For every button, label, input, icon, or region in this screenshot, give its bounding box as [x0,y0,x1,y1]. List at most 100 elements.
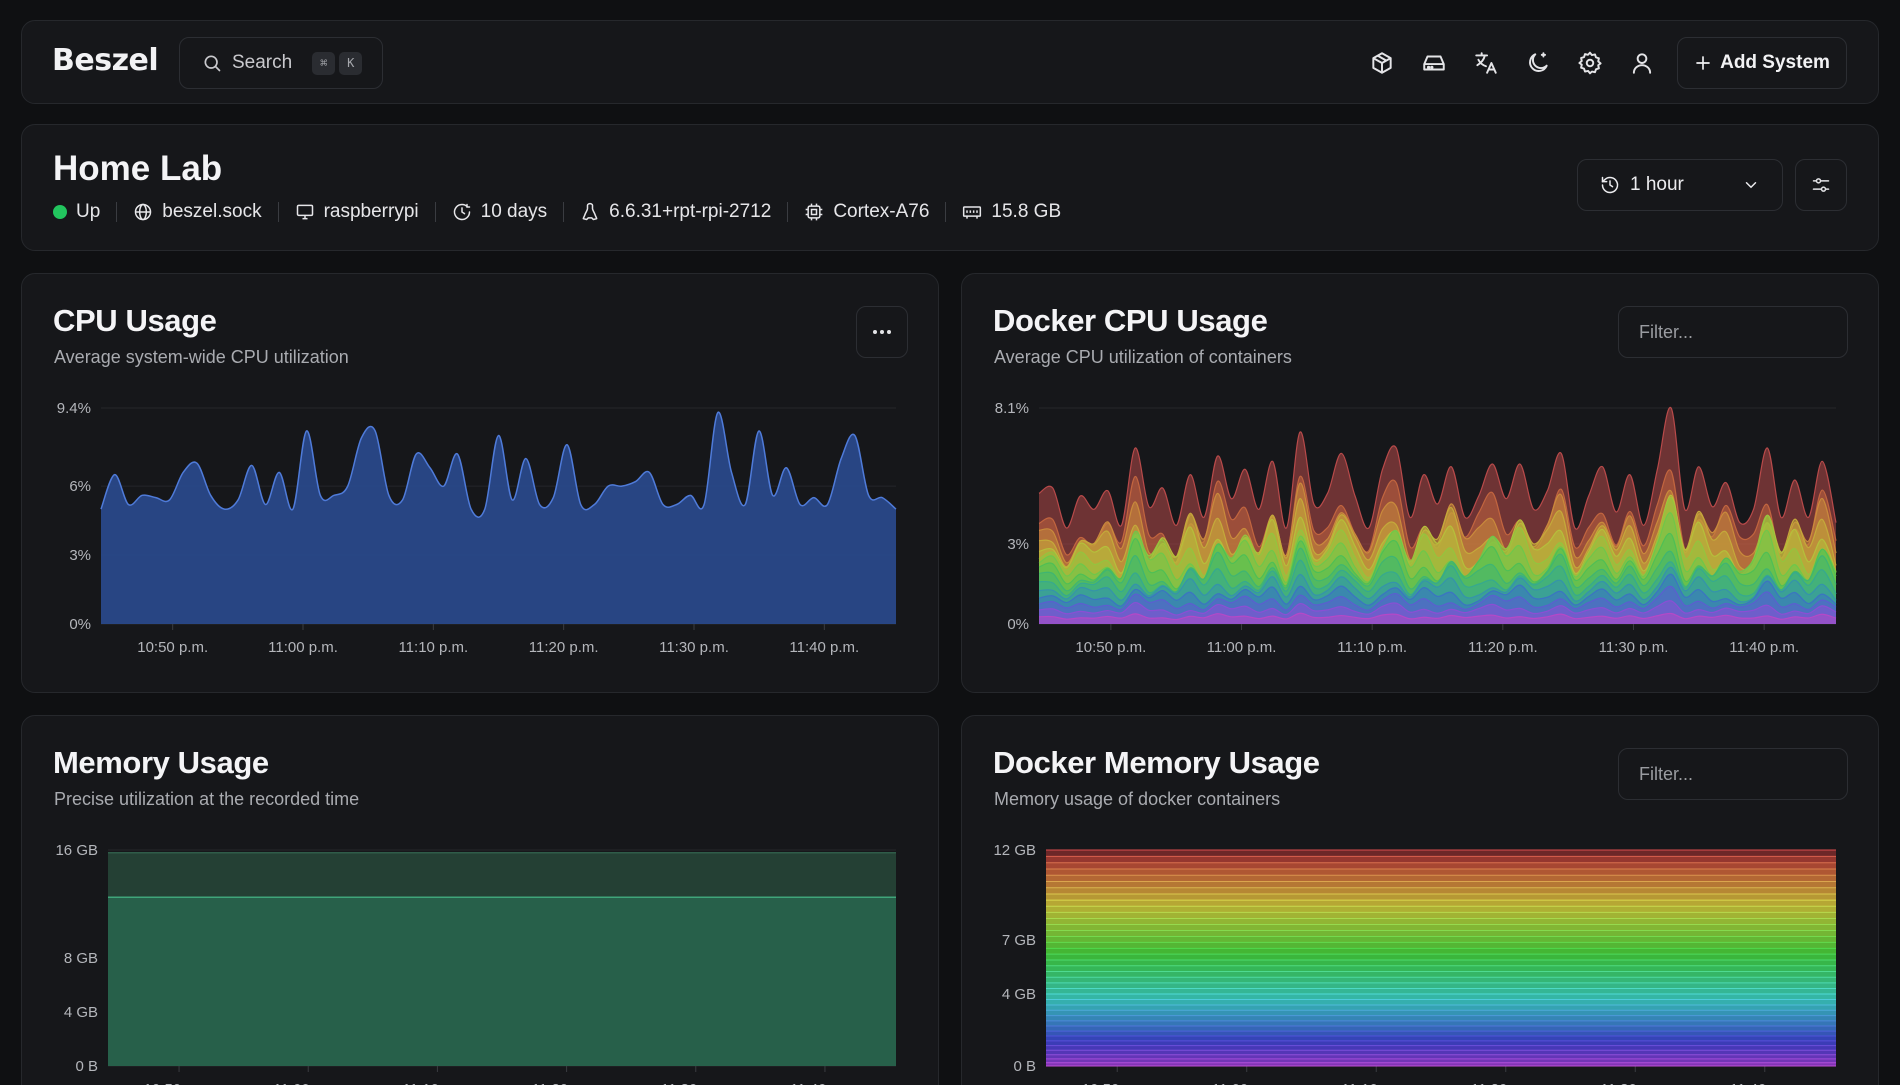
cpu-usage-chart: 0% 3% 6% 9.4% 10:50 p.m. 11:00 p.m. 11:10 p.m.… [57,400,897,656]
status-text: Up [76,201,101,222]
card-subtitle: Average system-wide CPU utilization [54,347,349,367]
card-subtitle: Precise utilization at the recorded time [54,789,360,809]
x-tick-label: 11:30 p.m. [1599,639,1669,656]
x-tick-label: 11:10 p.m. [398,639,468,656]
x-tick-label: 10:50 p.m. [1082,1081,1153,1085]
globe-icon [135,203,152,221]
search-icon [204,55,221,72]
y-tick-label: 8 GB [64,950,98,967]
container-filter-input[interactable] [1618,306,1848,358]
chevron-down-icon [1745,182,1757,189]
language-icon[interactable] [1470,47,1502,79]
search-shortcut: ⌘ K [312,51,363,75]
cpu-line [100,411,897,518]
plus-icon [1696,56,1710,70]
y-tick-label: 0% [1007,616,1029,633]
container-memory-layer [1046,1062,1836,1066]
theme-moon-icon[interactable] [1522,47,1554,79]
cpu-text: Cortex-A76 [833,201,930,222]
memory-usage-card: Memory Usage Precise utilization at the … [21,715,939,1085]
host-item: beszel.sock [133,201,262,223]
container-cpu-line [1038,585,1837,611]
add-system-label: Add System [1720,52,1830,73]
system-meta: Up beszel.sock raspberrypi 10 days 6.6.3… [53,201,1061,223]
more-options-button[interactable] [856,306,908,358]
docker-cpu-usage-chart: 0% 3% 8.1% 10:50 p.m. 11:00 p.m. 11:10 p.m. 11… [995,400,1837,656]
x-tick-label: 11:40 p.m. [790,1081,860,1085]
docker-cpu-usage-card: Docker CPU Usage Average CPU utilization… [961,273,1879,693]
host-text: beszel.sock [162,201,262,222]
docker-memory-usage-card: Docker Memory Usage Memory usage of dock… [961,715,1879,1085]
time-range-value: 1 hour [1630,174,1684,195]
container-cpu-line [1038,600,1837,616]
card-title: Docker CPU Usage [993,303,1268,338]
status-dot-icon [53,205,67,219]
ellipsis-icon [873,330,891,334]
search-button[interactable]: Search ⌘ K [179,37,383,89]
divider [277,202,279,222]
card-title: Docker Memory Usage [993,745,1320,780]
uptime-text: 10 days [480,201,548,222]
y-tick-label: 9.4% [57,400,91,417]
y-tick-label: 8.1% [995,400,1029,417]
command-key: ⌘ [312,51,336,75]
y-tick-label: 3% [69,547,91,564]
x-tick-label: 10:50 p.m. [144,1081,215,1085]
user-icon[interactable] [1626,47,1658,79]
hostname-text: raspberrypi [323,201,419,222]
top-navigation-bar: Beszel Search ⌘ K Add System [21,20,1879,104]
system-info-card: Home Lab Up beszel.sock raspberrypi 10 d… [21,124,1879,251]
x-tick-label: 11:20 p.m. [532,1081,602,1085]
linux-tux-icon [582,202,598,221]
card-title: Memory Usage [53,745,269,780]
x-tick-label: 10:50 p.m. [137,639,208,656]
divider [563,202,565,222]
x-tick-label: 11:00 p.m. [1212,1081,1282,1085]
container-cpu-line [1038,566,1837,603]
x-tick-label: 11:20 p.m. [1468,639,1538,656]
y-tick-label: 4 GB [1002,986,1036,1003]
memory-usage-chart: 0 B 4 GB 8 GB 16 GB 10:50 p.m. 11:00 p.m. 11:1… [55,842,896,1085]
app-logo[interactable]: Beszel [52,43,159,78]
add-system-button[interactable]: Add System [1677,37,1847,89]
divider [787,202,789,222]
x-tick-label: 11:10 p.m. [1337,639,1407,656]
y-tick-label: 4 GB [64,1004,98,1021]
container-cpu-line [1038,559,1837,597]
y-tick-label: 0 B [75,1058,98,1075]
container-cpu-line [1038,407,1837,530]
container-cpu-line [1038,512,1837,584]
time-range-select[interactable]: 1 hour [1577,159,1783,211]
uptime-item: 10 days [452,201,548,223]
x-tick-label: 11:40 p.m. [1729,639,1799,656]
search-label: Search [232,52,293,73]
divider [116,202,118,222]
card-title: CPU Usage [53,303,217,338]
memory-item: 15.8 GB [962,201,1061,223]
monitor-icon [296,204,313,220]
kernel-text: 6.6.31+rpt-rpi-2712 [609,201,772,222]
memory-text: 15.8 GB [991,201,1062,222]
x-tick-label: 11:40 p.m. [1730,1081,1800,1085]
y-tick-label: 3% [1007,536,1029,553]
docker-memory-usage-chart: 0 B 4 GB 7 GB 12 GB 10:50 p.m. 11:00 p.m. 11:1… [993,842,1836,1085]
container-cpu-line [1038,573,1837,607]
divider [945,202,947,222]
x-tick-label: 11:00 p.m. [268,639,338,656]
card-subtitle: Average CPU utilization of containers [994,347,1292,367]
history-icon [1601,176,1619,194]
disk-icon[interactable] [1418,47,1450,79]
containers-icon[interactable] [1366,47,1398,79]
hostname-item: raspberrypi [295,201,419,223]
clock-arrow-icon [453,203,470,221]
y-tick-label: 7 GB [1002,932,1036,949]
chart-settings-button[interactable] [1795,159,1847,211]
container-filter-input[interactable] [1618,748,1848,800]
x-tick-label: 11:10 p.m. [403,1081,473,1085]
cpu-item: Cortex-A76 [804,201,929,223]
container-cpu-line [1038,497,1837,580]
settings-gear-icon[interactable] [1574,47,1606,79]
x-tick-label: 11:10 p.m. [1341,1081,1411,1085]
x-tick-label: 10:50 p.m. [1075,639,1146,656]
system-name: Home Lab [53,149,223,188]
